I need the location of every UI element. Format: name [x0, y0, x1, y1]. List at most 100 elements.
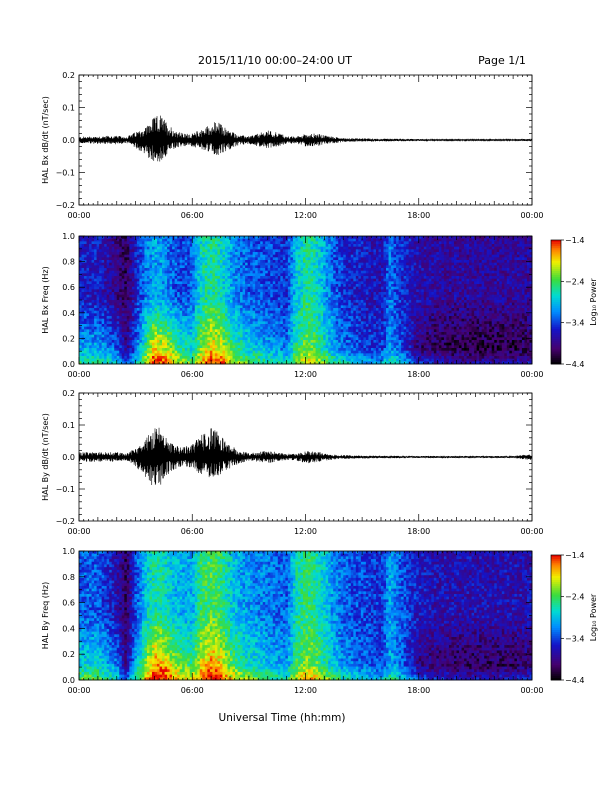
spectrogram-cell: [202, 278, 206, 282]
spectrogram-cell: [174, 268, 178, 272]
spectrogram-cell: [86, 244, 90, 248]
spectrogram-cell: [101, 337, 105, 341]
spectrogram-cell: [131, 276, 135, 280]
spectrogram-cell: [154, 270, 158, 274]
spectrogram-cell: [227, 292, 231, 296]
spectrogram-cell: [295, 318, 299, 322]
spectrogram-cell: [172, 278, 176, 282]
spectrogram-cell: [179, 326, 183, 330]
spectrogram-cell: [199, 270, 203, 274]
spectrogram-cell: [197, 281, 201, 285]
spectrogram-cell: [79, 321, 82, 325]
spectrogram-cell: [262, 340, 266, 344]
spectrogram-cell: [141, 350, 145, 354]
spectrogram-cell: [184, 238, 188, 242]
spectrogram-cell: [121, 337, 125, 341]
spectrogram-cell: [282, 310, 286, 314]
spectrogram-cell: [272, 286, 276, 290]
spectrogram-cell: [162, 244, 165, 248]
spectrogram-cell: [99, 337, 103, 341]
spectrogram-cell: [187, 300, 191, 304]
spectrogram-cell: [237, 297, 241, 301]
spectrogram-cell: [79, 353, 82, 357]
spectrogram-cell: [219, 308, 223, 312]
spectrogram-cell: [141, 276, 145, 280]
spectrogram-cell: [167, 340, 170, 344]
spectrogram-cell: [116, 358, 120, 362]
spectrogram-cell: [313, 260, 316, 264]
spectrogram-cell: [272, 316, 276, 320]
spectrogram-cell: [151, 326, 155, 330]
spectrogram-cell: [237, 257, 241, 261]
spectrogram-cell: [325, 270, 329, 274]
spectrogram-cell: [187, 345, 191, 349]
spectrogram-cell: [232, 329, 236, 333]
spectrogram-cell: [149, 241, 153, 245]
spectrogram-cell: [265, 321, 269, 325]
spectrogram-cell: [199, 329, 203, 333]
spectrogram-cell: [124, 270, 128, 274]
spectrogram-cell: [91, 278, 95, 282]
spectrogram-cell: [204, 356, 208, 360]
spectrogram-cell: [297, 316, 301, 320]
spectrogram-cell: [224, 340, 228, 344]
spectrogram-cell: [255, 278, 259, 282]
spectrogram-cell: [151, 356, 155, 360]
spectrogram-cell: [144, 276, 148, 280]
spectrogram-cell: [157, 361, 160, 365]
spectrogram-cell: [257, 316, 261, 320]
spectrogram-cell: [255, 302, 259, 306]
spectrogram-cell: [84, 297, 87, 301]
spectrogram-cell: [209, 265, 213, 269]
spectrogram-cell: [101, 302, 105, 306]
spectrogram-cell: [302, 332, 306, 336]
spectrogram-cell: [325, 265, 329, 269]
spectrogram-cell: [157, 246, 160, 250]
spectrogram-cell: [154, 254, 158, 258]
spectrogram-cell: [207, 350, 211, 354]
spectrogram-cell: [318, 246, 321, 250]
spectrogram-cell: [177, 294, 181, 298]
spectrogram-cell: [192, 308, 196, 312]
spectrogram-cell: [169, 356, 173, 360]
spectrogram-cell: [194, 297, 198, 301]
spectrogram-cell: [222, 361, 226, 365]
spectrogram-cell: [275, 358, 279, 362]
spectrogram-cell: [101, 276, 105, 280]
spectrogram-cell: [207, 268, 211, 272]
spectrogram-cell: [222, 294, 226, 298]
spectrogram-cell: [179, 281, 183, 285]
spectrogram-cell: [232, 342, 236, 346]
spectrogram-cell: [285, 292, 289, 296]
spectrogram-cell: [141, 302, 145, 306]
spectrogram-cell: [230, 308, 233, 312]
spectrogram-cell: [129, 350, 133, 354]
spectrogram-cell: [101, 342, 105, 346]
spectrogram-cell: [114, 238, 118, 242]
spectrogram-cell: [257, 361, 261, 365]
spectrogram-cell: [124, 284, 128, 288]
spectrogram-cell: [94, 318, 98, 322]
spectrogram-cell: [94, 342, 98, 346]
spectrogram-cell: [242, 332, 246, 336]
spectrogram-cell: [134, 340, 138, 344]
spectrogram-cell: [106, 310, 110, 314]
spectrogram-cell: [89, 318, 92, 322]
spectrogram-cell: [297, 254, 301, 258]
spectrogram-cell: [94, 265, 98, 269]
spectrogram-cell: [247, 260, 251, 264]
spectrogram-cell: [267, 265, 271, 269]
spectrogram-cell: [255, 340, 259, 344]
spectrogram-cell: [197, 342, 201, 346]
spectrogram-cell: [292, 356, 296, 360]
spectrogram-cell: [197, 286, 201, 290]
spectrogram-cell: [209, 254, 213, 258]
spectrogram-cell: [141, 345, 145, 349]
spectrogram-cell: [318, 297, 321, 301]
spectrogram-cell: [292, 254, 296, 258]
spectrogram-cell: [177, 305, 181, 309]
spectrogram-cell: [121, 286, 125, 290]
spectrogram-cell: [219, 244, 223, 248]
spectrogram-cell: [202, 316, 206, 320]
spectrogram-cell: [219, 265, 223, 269]
